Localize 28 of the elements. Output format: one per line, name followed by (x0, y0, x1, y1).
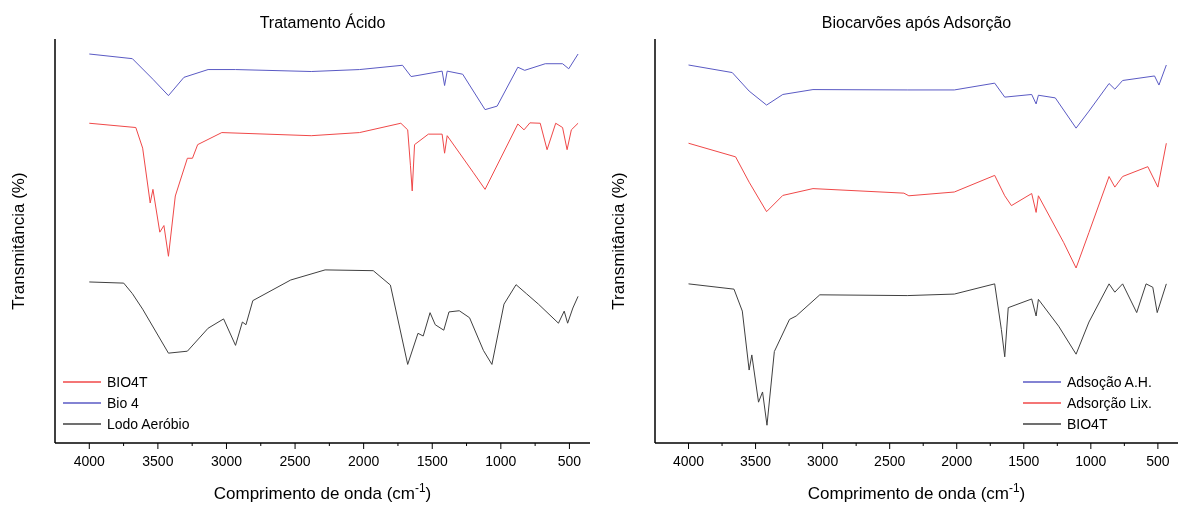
legend-label: Bio 4 (107, 395, 140, 411)
legend-label: Adsorção Lix. (1067, 395, 1152, 411)
x-tick-label: 3000 (807, 453, 839, 469)
x-tick-label: 1500 (1008, 453, 1040, 469)
chart-title: Biocarvões após Adsorção (821, 14, 1012, 31)
legend-label: BIO4T (1067, 416, 1108, 432)
x-tick-label: 1000 (1075, 453, 1107, 469)
legend-label: Adsoção A.H. (1067, 374, 1152, 390)
x-tick-label: 3500 (740, 453, 772, 469)
legend-label: Lodo Aeróbio (107, 416, 190, 432)
x-tick-label: 1500 (416, 453, 449, 469)
x-tick-label: 2500 (874, 453, 906, 469)
x-tick-label: 1000 (485, 453, 517, 469)
x-tick-label: 500 (557, 453, 582, 469)
x-tick-label: 2000 (941, 453, 973, 469)
x-tick-label: 2000 (348, 453, 380, 469)
x-tick-label: 3000 (210, 453, 243, 469)
legend-label: BIO4T (107, 374, 148, 390)
y-axis-title: Transmitância (%) (609, 172, 628, 310)
chart-title: Tratamento Ácido (259, 13, 386, 31)
x-tick-label: 500 (1146, 453, 1170, 469)
x-tick-label: 4000 (672, 453, 705, 469)
x-tick-label: 3500 (142, 453, 174, 469)
x-tick-label: 2500 (279, 453, 311, 469)
x-tick-label: 4000 (73, 453, 106, 469)
x-axis-title: Comprimento de onda (cm$^{-1}$) (213, 481, 432, 503)
x-axis-title: Comprimento de onda (cm$^{-1}$) (807, 481, 1026, 503)
y-axis-title: Transmitância (%) (9, 172, 28, 310)
